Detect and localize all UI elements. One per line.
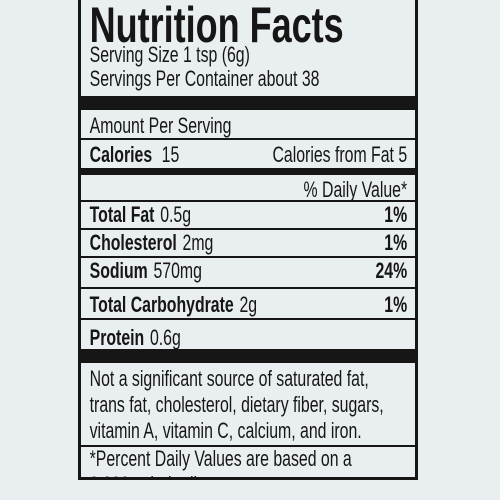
daily-value: 24% (375, 258, 408, 283)
daily-value-header: % Daily Value* (303, 177, 408, 202)
rule (81, 138, 415, 140)
nutrient-name: Total Carbohydrate (89, 292, 234, 317)
servings-per-container: Servings Per Container about 38 (89, 66, 320, 91)
rule (81, 228, 415, 230)
title: Nutrition Facts (89, 0, 344, 53)
thick-rule (81, 96, 415, 110)
rule (81, 445, 415, 447)
nutrient-amount: 0.6g (149, 325, 181, 350)
note-line: Not a significant source of saturated fa… (89, 366, 369, 391)
nutrient-amount: 2mg (182, 230, 214, 255)
footnote-line: *Percent Daily Values are based on a (89, 446, 352, 471)
daily-value: 1% (384, 292, 408, 317)
medium-rule (81, 168, 415, 175)
rule (81, 200, 415, 202)
calories-from-fat: Calories from Fat 5 (272, 142, 408, 167)
calories-label: Calories (89, 142, 153, 167)
nutrient-name: Protein (89, 325, 145, 350)
note-line: trans fat, cholesterol, dietary fiber, s… (89, 392, 384, 417)
daily-value: 1% (384, 230, 408, 255)
nutrient-name: Cholesterol (89, 230, 177, 255)
rule (81, 318, 415, 320)
thick-rule (81, 349, 415, 363)
note-line: vitamin A, vitamin C, calcium, and iron. (89, 418, 362, 443)
daily-value: 1% (384, 202, 408, 227)
calories-value: 15 (161, 142, 180, 167)
serving-size: Serving Size 1 tsp (6g) (89, 42, 250, 67)
nutrient-name: Sodium (89, 258, 148, 283)
footnote-line: 2,000 calorie diet. (90, 474, 215, 478)
nutrient-amount: 0.5g (160, 202, 192, 227)
rule (81, 256, 415, 258)
nutrient-amount: 2g (239, 292, 258, 317)
rule (81, 287, 415, 289)
amount-per-serving: Amount Per Serving (89, 113, 232, 138)
nutrient-amount: 570mg (153, 258, 202, 283)
nutrition-label: Nutrition Facts Serving Size 1 tsp (6g) … (78, 0, 418, 480)
nutrient-name: Total Fat (89, 202, 155, 227)
label-content: Nutrition Facts Serving Size 1 tsp (6g) … (81, 0, 415, 478)
